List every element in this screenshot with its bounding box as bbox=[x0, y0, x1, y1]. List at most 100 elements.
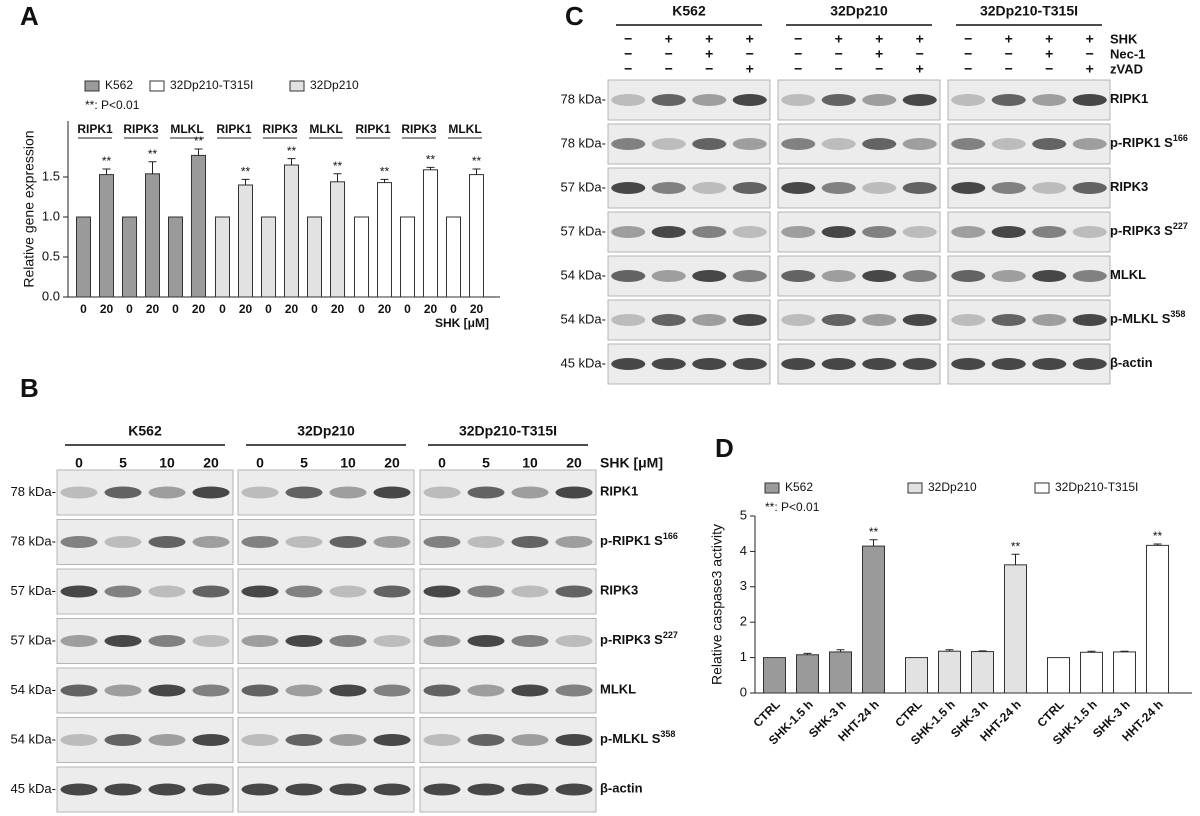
molecular-weight: 57 kDa- bbox=[10, 583, 56, 598]
band bbox=[611, 270, 646, 282]
band bbox=[991, 314, 1026, 326]
band bbox=[1072, 138, 1107, 150]
protein-site: 227 bbox=[1173, 221, 1188, 231]
significance: ** bbox=[102, 154, 112, 168]
band bbox=[1072, 314, 1107, 326]
treatment-sign: − bbox=[705, 61, 713, 77]
treatment-sign: − bbox=[746, 46, 754, 62]
significance: ** bbox=[148, 147, 158, 161]
band bbox=[781, 314, 816, 326]
error-bar bbox=[333, 173, 342, 182]
band bbox=[104, 684, 142, 697]
molecular-weight: 57 kDa- bbox=[10, 632, 56, 647]
band bbox=[692, 94, 727, 106]
treatment-sign: − bbox=[875, 61, 883, 77]
x-tick-label: 0 bbox=[311, 302, 318, 316]
band bbox=[423, 635, 461, 647]
band bbox=[241, 635, 279, 647]
dose-label: 10 bbox=[159, 455, 175, 471]
x-tick-label: 0 bbox=[265, 302, 272, 316]
gene-label: MLKL bbox=[448, 122, 481, 136]
protein-label: RIPK1 bbox=[600, 484, 638, 499]
x-tick-label: 20 bbox=[285, 302, 299, 316]
band bbox=[148, 783, 186, 796]
treatment-sign: − bbox=[835, 61, 843, 77]
band bbox=[951, 270, 986, 282]
band bbox=[1032, 358, 1067, 370]
error-bar bbox=[287, 158, 296, 165]
y-tick-label: 0 bbox=[740, 684, 747, 699]
gene-label: MLKL bbox=[309, 122, 342, 136]
band bbox=[285, 684, 323, 697]
dose-label: 20 bbox=[203, 455, 219, 471]
treatment-sign: − bbox=[835, 46, 843, 62]
band bbox=[902, 94, 937, 106]
bar bbox=[215, 216, 230, 298]
cell-line-label: 32Dp210-T315I bbox=[459, 423, 557, 439]
panel-label: A bbox=[20, 1, 39, 31]
band bbox=[373, 486, 411, 499]
band bbox=[241, 684, 279, 697]
y-tick-label: 0.0 bbox=[42, 288, 60, 303]
band bbox=[1032, 314, 1067, 326]
band bbox=[862, 314, 897, 326]
molecular-weight: 54 kDa- bbox=[10, 682, 56, 697]
band bbox=[241, 486, 279, 499]
dose-label: 20 bbox=[384, 455, 400, 471]
legend-label: 32Dp210 bbox=[310, 78, 359, 92]
band bbox=[60, 536, 98, 548]
molecular-weight: 78 kDa- bbox=[560, 135, 606, 150]
bar bbox=[284, 164, 299, 298]
band bbox=[1032, 226, 1067, 238]
band bbox=[60, 783, 98, 796]
treatment-sign: − bbox=[665, 46, 673, 62]
treatment-sign: + bbox=[705, 31, 713, 47]
band bbox=[862, 138, 897, 150]
note: **: P<0.01 bbox=[765, 500, 820, 514]
band bbox=[692, 182, 727, 194]
band bbox=[511, 585, 549, 598]
protein-name: p-MLKL S bbox=[600, 731, 661, 746]
protein-label: β-actin bbox=[1110, 355, 1153, 370]
protein-site: 358 bbox=[1170, 309, 1185, 319]
band bbox=[555, 635, 593, 647]
band bbox=[651, 358, 686, 370]
error-bar bbox=[380, 178, 389, 183]
cell-line-label: 32Dp210 bbox=[297, 423, 355, 439]
protein-name: p-RIPK1 S bbox=[1110, 135, 1173, 150]
protein-name: RIPK1 bbox=[1110, 91, 1148, 106]
band bbox=[467, 585, 505, 598]
band bbox=[1072, 358, 1107, 370]
band bbox=[781, 226, 816, 238]
band bbox=[1032, 94, 1067, 106]
significance: ** bbox=[1153, 529, 1163, 543]
note: **: P<0.01 bbox=[85, 98, 140, 112]
molecular-weight: 78 kDa- bbox=[560, 91, 606, 106]
band bbox=[285, 734, 323, 746]
protein-label: MLKL bbox=[1110, 267, 1146, 282]
band bbox=[555, 486, 593, 499]
blot-panel bbox=[607, 211, 771, 253]
bar bbox=[354, 216, 369, 298]
bar bbox=[1080, 651, 1103, 694]
band bbox=[329, 536, 367, 548]
band bbox=[862, 358, 897, 370]
band bbox=[329, 635, 367, 647]
error-bar bbox=[1153, 543, 1162, 546]
band bbox=[1032, 182, 1067, 194]
band bbox=[821, 226, 856, 238]
band bbox=[467, 734, 505, 746]
bar bbox=[763, 657, 786, 694]
treatment-sign: − bbox=[1086, 46, 1094, 62]
band bbox=[1072, 226, 1107, 238]
band bbox=[732, 270, 767, 282]
band bbox=[732, 138, 767, 150]
treatment-sign: − bbox=[665, 61, 673, 77]
bar bbox=[261, 216, 276, 298]
protein-name: β-actin bbox=[1110, 355, 1153, 370]
band bbox=[781, 270, 816, 282]
molecular-weight: 57 kDa- bbox=[560, 223, 606, 238]
bar bbox=[469, 174, 484, 298]
band bbox=[991, 182, 1026, 194]
band bbox=[373, 585, 411, 598]
